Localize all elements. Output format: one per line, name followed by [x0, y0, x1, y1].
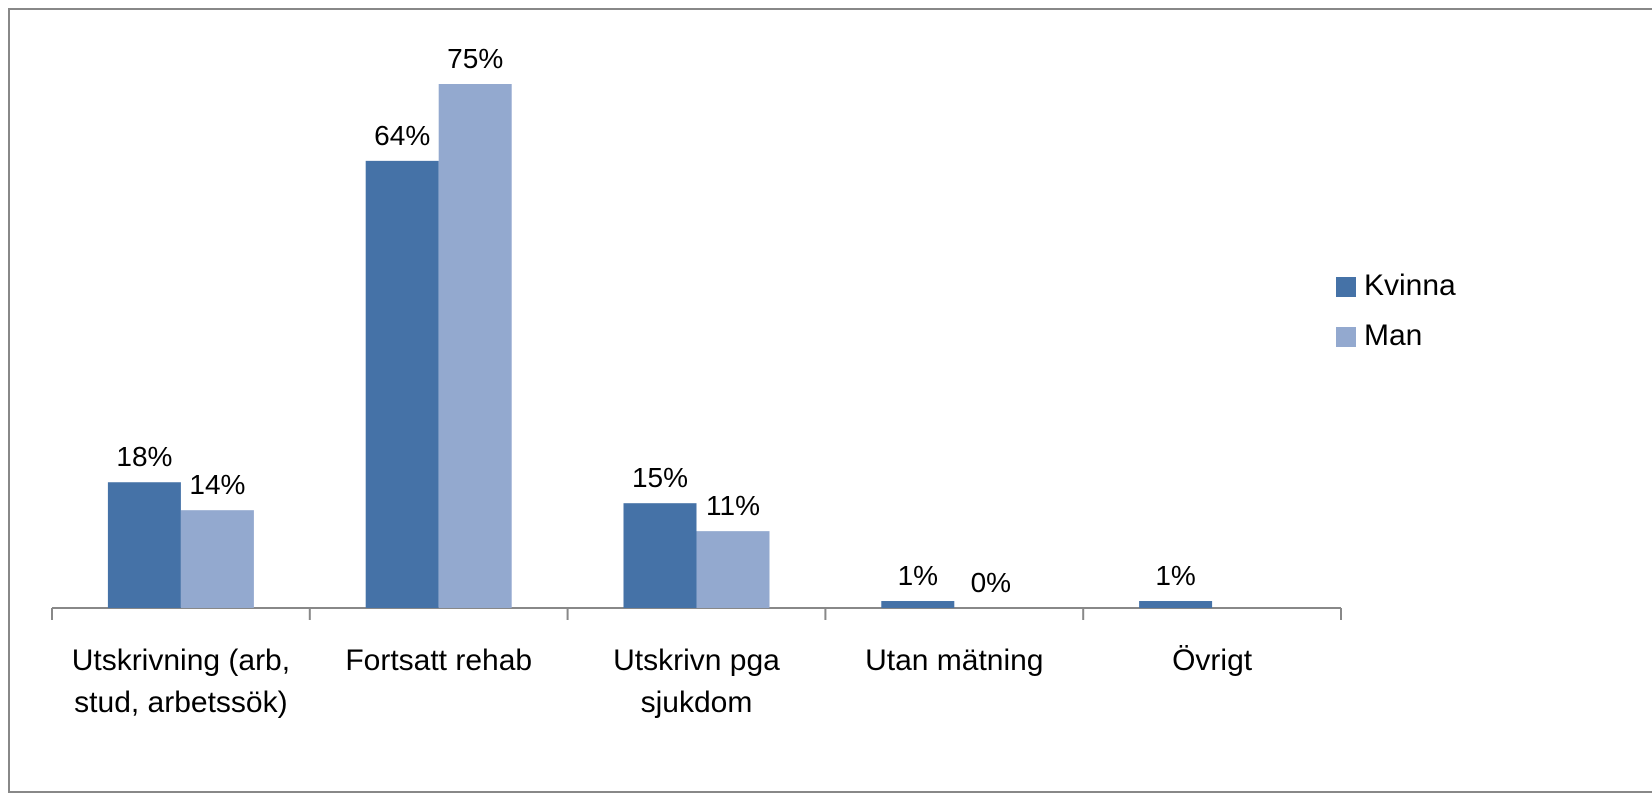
bar	[365, 160, 439, 608]
data-label: 18%	[116, 441, 172, 472]
data-label: 1%	[898, 560, 938, 591]
bar	[696, 531, 770, 608]
bar	[1139, 601, 1213, 608]
legend-swatch	[1336, 327, 1356, 347]
bar	[881, 601, 955, 608]
legend-label: Kvinna	[1364, 269, 1456, 302]
bar	[107, 482, 181, 608]
x-tick-label: Utskrivning (arb, stud, arbetssök)	[71, 644, 291, 719]
x-tick-label: Fortsatt rehab	[345, 644, 533, 677]
data-label: 75%	[447, 43, 503, 74]
bar	[180, 510, 254, 608]
x-tick-label: Utskrivn pga sjukdom	[613, 644, 780, 719]
data-label: 1%	[1155, 560, 1195, 591]
data-label: 15%	[632, 462, 688, 493]
data-label: 64%	[374, 120, 430, 151]
x-tick-label: Utan mätning	[865, 644, 1044, 677]
legend-swatch	[1336, 277, 1356, 297]
legend-label: Man	[1364, 319, 1422, 352]
data-label: 11%	[706, 490, 760, 521]
data-label: 0%	[971, 567, 1011, 598]
data-label: 14%	[189, 469, 245, 500]
bar	[623, 503, 697, 608]
bar	[438, 84, 512, 608]
x-tick-label: Övrigt	[1172, 644, 1253, 677]
